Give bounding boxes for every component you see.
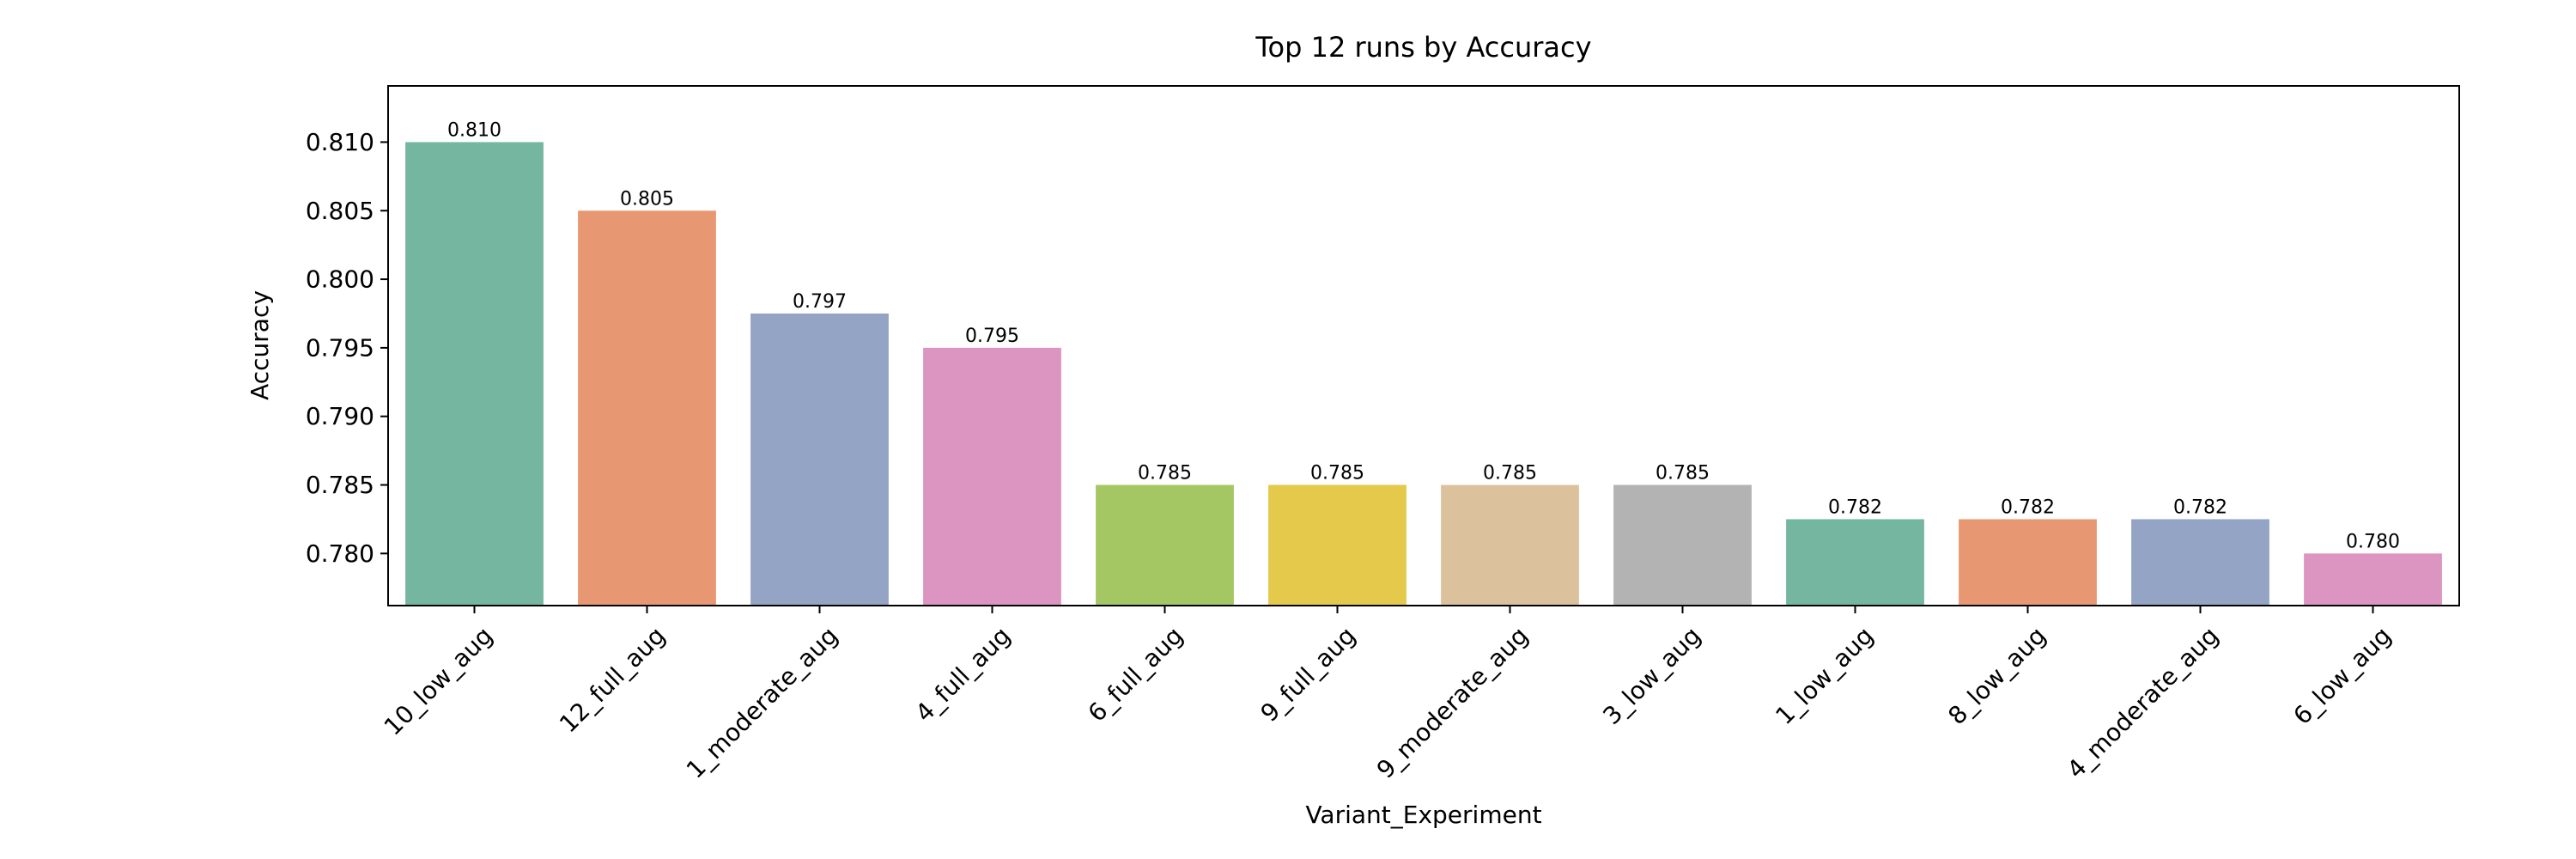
y-tick-label: 0.795 <box>306 333 374 362</box>
y-tick-label: 0.800 <box>306 265 374 294</box>
data-label: 0.782 <box>2173 497 2227 518</box>
bar <box>750 313 889 606</box>
data-label: 0.785 <box>1656 463 1710 484</box>
data-label: 0.795 <box>965 326 1019 347</box>
bar <box>1959 519 2097 606</box>
y-tick-label: 0.790 <box>306 402 374 430</box>
x-tick-label: 1_moderate_aug <box>681 621 843 783</box>
bar <box>578 210 716 606</box>
bar <box>1268 484 1406 606</box>
bar <box>2304 553 2442 606</box>
data-label: 0.785 <box>1483 463 1537 484</box>
data-label: 0.810 <box>447 119 501 141</box>
chart-title: Top 12 runs by Accuracy <box>1255 31 1591 64</box>
x-tick-label: 9_full_aug <box>1255 621 1362 728</box>
data-label: 0.785 <box>1310 463 1364 484</box>
bar <box>1613 484 1752 606</box>
x-tick-label: 8_low_aug <box>1942 621 2051 730</box>
x-axis-label: Variant_Experiment <box>1305 801 1541 829</box>
y-tick-label: 0.785 <box>306 471 374 499</box>
x-tick-label: 4_full_aug <box>910 621 1017 728</box>
data-label: 0.797 <box>793 291 847 313</box>
bar <box>1441 484 1579 606</box>
x-tick-label: 6_full_aug <box>1083 621 1189 728</box>
x-tick-label: 9_moderate_aug <box>1371 621 1534 783</box>
x-axis: 10_low_aug 12_full_aug 1_moderate_aug 4_ful… <box>379 606 2397 784</box>
y-axis-label: Accuracy <box>246 290 274 400</box>
bar <box>1096 484 1234 606</box>
bar <box>405 142 544 606</box>
plot-frame <box>387 85 2460 606</box>
x-tick-label: 3_low_aug <box>1597 621 1706 730</box>
data-label: 0.782 <box>2001 497 2055 518</box>
bar <box>1786 519 1924 606</box>
x-tick-label: 10_low_aug <box>379 621 498 740</box>
bar <box>923 347 1061 606</box>
data-label: 0.785 <box>1138 463 1192 484</box>
data-labels-group: 0.810 0.805 0.797 0.795 0.785 0.785 0.785 0.785… <box>447 119 2400 552</box>
y-tick-label: 0.810 <box>306 128 374 156</box>
x-tick-label: 12_full_aug <box>554 621 671 738</box>
x-tick-label: 6_low_aug <box>2287 621 2397 730</box>
x-tick-label: 1_low_aug <box>1770 621 1879 730</box>
y-axis: 0.780 0.785 0.790 0.795 0.800 0.805 0.810 <box>306 128 388 568</box>
y-tick-label: 0.805 <box>306 197 374 225</box>
data-label: 0.782 <box>1828 497 1882 518</box>
data-label: 0.780 <box>2346 531 2400 552</box>
bar <box>2131 519 2269 606</box>
data-label: 0.805 <box>620 188 674 210</box>
bars-group <box>405 142 2442 606</box>
x-tick-label: 4_moderate_aug <box>2062 621 2224 783</box>
y-tick-label: 0.780 <box>306 539 374 568</box>
